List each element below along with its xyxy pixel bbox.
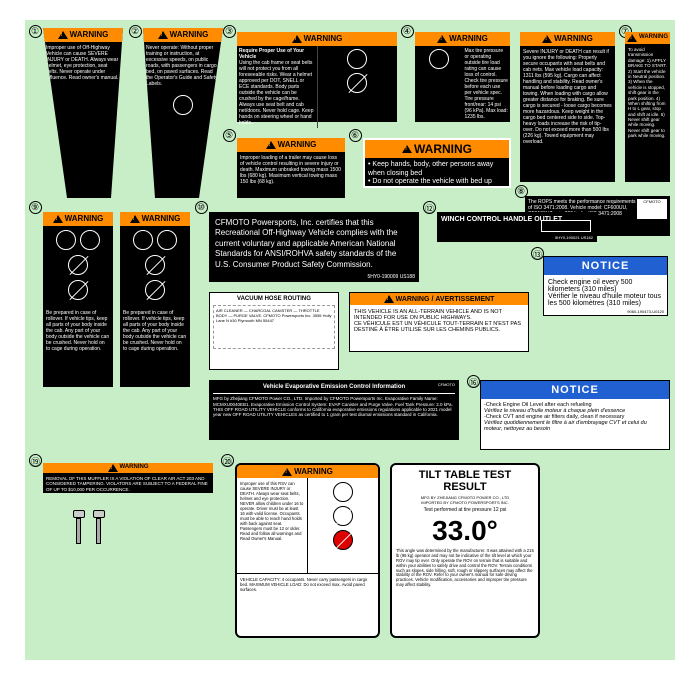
tilt-angle: 33.0° xyxy=(396,515,534,547)
no-u16-icon xyxy=(333,530,353,550)
no-arm-icon xyxy=(68,280,88,300)
screw-1 xyxy=(75,510,81,540)
warn-4-body: Severe INJURY or DEATH can result if you… xyxy=(520,46,615,148)
warn-2-header: WARNING xyxy=(143,28,223,42)
warn-18-header: WARNING xyxy=(237,465,378,478)
notice-12-header: NOTICE xyxy=(544,257,667,275)
label-sheet: ① WARNING Improper use of Off-Highway Ve… xyxy=(25,20,675,660)
num-12: ⑫ xyxy=(425,202,434,215)
label-17: WARNING REMOVAL OF THIS MUFFLER IS A VIO… xyxy=(43,463,213,493)
num-19: ⑲ xyxy=(31,455,40,468)
seatbelt-icon xyxy=(56,230,76,250)
label-16: NOTICE -Check Engine Oil Level after eac… xyxy=(480,380,670,450)
num-9: ⑨ xyxy=(31,202,39,213)
warn-9a-header: WARNING xyxy=(43,212,113,226)
label-9a: WARNING Be prepared in case of rollover.… xyxy=(43,212,113,387)
warn-17-header: WARNING xyxy=(43,463,213,473)
num-8: ⑧ xyxy=(517,186,525,197)
label-14: WARNING / AVERTISSEMENT THIS VEHICLE IS … xyxy=(349,292,529,352)
warn-3-header: WARNING xyxy=(237,32,397,46)
label-6: WARNING Improper loading of a trailer ma… xyxy=(237,138,345,198)
label-3: WARNING Require Proper Use of Your Vehic… xyxy=(237,32,397,122)
num-16: ⑯ xyxy=(469,376,478,389)
label-2: WARNING Never operate: Without proper tr… xyxy=(143,28,223,198)
num-3: ③ xyxy=(225,26,233,37)
num-10: ⑩ xyxy=(197,202,205,213)
num-2: ② xyxy=(131,26,139,37)
seat-icon xyxy=(333,482,353,502)
num-4: ④ xyxy=(403,26,411,37)
no-hand-icon xyxy=(347,73,367,93)
label-19: TILT TABLE TEST RESULT MFG BY ZHEJIANG C… xyxy=(390,463,540,638)
seatbelt-icon-2 xyxy=(133,230,153,250)
prohibit-icon xyxy=(173,95,193,115)
winch-outlet-diagram xyxy=(541,220,591,232)
label-11: WINCH CONTROL HANDLE OUTLET 5HY0-190021 … xyxy=(437,212,597,242)
warn-7-header: WARNING xyxy=(365,140,509,158)
cfmoto-logo: CFMOTO xyxy=(637,199,667,219)
person-icon-2 xyxy=(157,230,177,250)
no-arm-icon-2 xyxy=(145,280,165,300)
label-13: VACUUM HOSE ROUTING AIR CLEANER — CHARCO… xyxy=(209,292,339,370)
label-1: WARNING Improper use of Off-Highway Vehi… xyxy=(43,28,123,198)
num-13: ⑬ xyxy=(533,248,542,261)
label-7: WARNING • Keep hands, body, other person… xyxy=(363,138,511,188)
warn-7-body: • Keep hands, body, other persons away w… xyxy=(365,158,509,189)
helmet-icon xyxy=(347,49,367,69)
label-5: WARNING To avoid transmission damage: 1)… xyxy=(625,32,670,182)
warn-9b-header: WARNING xyxy=(120,212,190,226)
warn-1-body: Improper use of Off-Highway Vehicle can … xyxy=(43,42,123,84)
label-3b: WARNING Max tire pressure or operating o… xyxy=(415,32,510,122)
warn-6-header: WARNING xyxy=(237,138,345,152)
num-5: ⑤ xyxy=(225,130,233,141)
num-1: ① xyxy=(31,26,39,37)
warn-5-body: To avoid transmission damage: 1) APPLY B… xyxy=(625,44,670,142)
num-20: ⑳ xyxy=(223,455,232,468)
warn-4-header: WARNING xyxy=(520,32,615,46)
no-reach-icon xyxy=(68,255,88,275)
label-18: WARNING Improper use of this RSV can cau… xyxy=(235,463,380,638)
cfmoto-badge: CFMOTO xyxy=(438,383,455,388)
warn-2-body: Never operate: Without proper training o… xyxy=(143,42,223,90)
label-10: CFMOTO Powersports, Inc. certifies that … xyxy=(209,212,419,282)
person-icon xyxy=(80,230,100,250)
label-15: Vehicle Evaporative Emission Control Inf… xyxy=(209,380,459,440)
warn-5-header: WARNING xyxy=(625,32,670,44)
tire-icon xyxy=(429,49,449,69)
warn-3b-header: WARNING xyxy=(415,32,510,46)
warn-6-body: Improper loading of a trailer may cause … xyxy=(237,152,345,188)
screw-2 xyxy=(95,510,101,540)
no-road-icon xyxy=(333,506,353,526)
warn-1-header: WARNING xyxy=(43,28,123,42)
notice-16-header: NOTICE xyxy=(481,381,669,399)
label-12: NOTICE Check engine oil every 500 kilome… xyxy=(543,256,668,316)
label-9b: WARNING Be prepared in case of rollover.… xyxy=(120,212,190,387)
num-6: ⑥ xyxy=(351,130,359,141)
vacuum-diagram: AIR CLEANER — CHARCOAL CANISTER — THROTT… xyxy=(213,305,335,349)
label-4: WARNING Severe INJURY or DEATH can resul… xyxy=(520,32,615,182)
warn-14-header: WARNING / AVERTISSEMENT xyxy=(350,293,528,305)
no-reach-icon-2 xyxy=(145,255,165,275)
